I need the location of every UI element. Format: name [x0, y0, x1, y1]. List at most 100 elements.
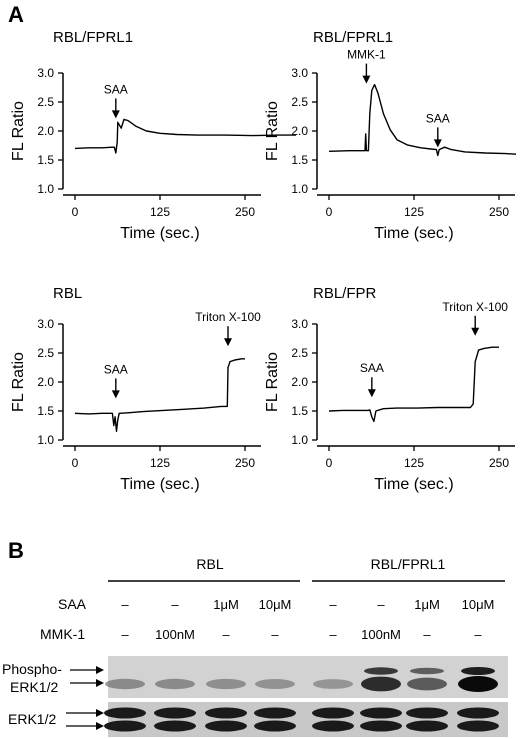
y-axis-label: FL Ratio	[264, 101, 281, 161]
annotation-arrow: SAA	[360, 361, 384, 398]
x-tick-label: 0	[72, 205, 79, 219]
series-trace	[74, 358, 245, 432]
mmk-cell: 100nM	[155, 627, 195, 642]
y-tick-label: 2.5	[37, 346, 54, 360]
phospho-lane-band	[458, 667, 498, 692]
x-tick-label: 250	[235, 205, 255, 219]
erk-lane-band	[254, 707, 296, 732]
saa-cell: –	[121, 597, 129, 612]
total-erk-blot-strip	[108, 702, 508, 737]
x-tick-label: 0	[326, 205, 333, 219]
x-axis-label: Time (sec.)	[374, 225, 453, 242]
x-axis-label: Time (sec.)	[374, 476, 453, 493]
mmk-cell: 100nM	[361, 627, 401, 642]
erk-arrow-lower	[66, 722, 104, 730]
annotation-label: Triton X-100	[442, 300, 508, 314]
saa-row: – – 1μM 10μM – – 1μM 10μM	[121, 597, 494, 612]
phospho-erk-blot-strip	[108, 656, 508, 698]
annotation-label: MMK-1	[347, 48, 386, 62]
y-tick-label: 1.5	[37, 404, 54, 418]
x-tick-label: 125	[404, 456, 424, 470]
annotation-label: Triton X-100	[195, 310, 261, 324]
y-tick-label: 2.0	[37, 124, 54, 138]
chart-title: RBL/FPRL1	[53, 29, 133, 46]
chart-3: RBL 1.0 1.5 2.0 2.5 3.0 FL Ratio 0 125 250 Time (s…	[10, 285, 261, 493]
chart-title: RBL/FPR	[313, 285, 377, 302]
y-tick-label: 1.0	[291, 433, 308, 447]
y-tick-label: 3.0	[291, 66, 308, 80]
phospho-arrow-upper	[70, 666, 104, 674]
erk-lane-band	[205, 707, 247, 732]
annotation-label: SAA	[426, 111, 450, 125]
x-tick-label: 250	[235, 456, 255, 470]
saa-cell: –	[171, 597, 179, 612]
phospho-lane-band	[407, 667, 447, 691]
erk-lane-band	[457, 707, 499, 732]
y-axis-label: FL Ratio	[10, 352, 27, 412]
y-tick-label: 3.0	[291, 317, 308, 331]
saa-row-label: SAA	[58, 596, 87, 612]
series-trace	[328, 346, 499, 423]
x-tick-label: 250	[489, 456, 509, 470]
phospho-lane-band	[313, 679, 353, 689]
y-tick-label: 1.5	[37, 153, 54, 167]
saa-cell: –	[329, 597, 337, 612]
total-erk-bands	[104, 707, 499, 732]
y-tick-label: 1.5	[291, 153, 308, 167]
y-tick-label: 2.0	[291, 375, 308, 389]
panel-b-label: B	[8, 538, 24, 563]
y-tick-label: 2.5	[37, 95, 54, 109]
panel-a-label: A	[8, 2, 24, 27]
erk-lane-band	[154, 707, 196, 732]
y-axis-label: FL Ratio	[264, 352, 281, 412]
annotation-label: SAA	[104, 362, 128, 376]
mmk-cell: –	[423, 627, 431, 642]
phospho-lane-band	[206, 678, 246, 690]
annotation-arrow: SAA	[426, 111, 450, 148]
y-tick-label: 2.0	[37, 375, 54, 389]
mmk-cell: –	[271, 627, 279, 642]
phospho-arrow-lower	[70, 679, 104, 687]
x-axis-label: Time (sec.)	[120, 476, 199, 493]
x-axis-label: Time (sec.)	[120, 225, 199, 242]
panel-b-western-blot: RBL RBL/FPRL1 SAA MMK-1 – – 1μM 10μM – – 1μM 10…	[2, 556, 508, 737]
y-tick-label: 3.0	[37, 66, 54, 80]
mmk-cell: –	[222, 627, 230, 642]
y-tick-label: 3.0	[37, 317, 54, 331]
saa-cell: 1μM	[414, 597, 440, 612]
erk-lane-band	[406, 707, 448, 732]
phospho-label-line1: Phospho-	[2, 661, 62, 677]
group-label-rbl: RBL	[196, 556, 223, 572]
chart-1: RBL/FPRL1 1.0 1.5 2.0 2.5 3.0 FL Ratio 0 125 250 T…	[10, 29, 296, 242]
annotation-label: SAA	[104, 82, 128, 96]
y-tick-label: 2.5	[291, 95, 308, 109]
saa-cell: 10μM	[259, 597, 292, 612]
panel-a-charts: RBL/FPRL1 1.0 1.5 2.0 2.5 3.0 FL Ratio 0 125 250 T…	[10, 29, 517, 493]
chart-title: RBL	[53, 285, 82, 302]
mmk-cell: –	[474, 627, 482, 642]
phospho-erk-bands	[105, 667, 498, 692]
phospho-lane-band	[105, 678, 145, 690]
y-tick-label: 1.5	[291, 404, 308, 418]
x-tick-label: 125	[404, 205, 424, 219]
erk-lane-band	[104, 707, 146, 732]
y-tick-label: 2.5	[291, 346, 308, 360]
phospho-lane-band	[155, 678, 195, 690]
series-trace	[74, 118, 296, 154]
chart-4: RBL/FPR 1.0 1.5 2.0 2.5 3.0 FL Ratio 0 125 250 Tim…	[264, 285, 515, 493]
annotation-arrow: Triton X-100	[442, 300, 508, 336]
x-tick-label: 0	[72, 456, 79, 470]
annotation-arrow: Triton X-100	[195, 310, 261, 347]
phospho-lane-band	[255, 679, 295, 689]
x-tick-label: 125	[150, 456, 170, 470]
erk-lane-band	[360, 707, 402, 732]
group-label-rbl-fprl1: RBL/FPRL1	[371, 556, 446, 572]
mmk-cell: –	[329, 627, 337, 642]
y-axis-label: FL Ratio	[10, 101, 27, 161]
y-tick-label: 2.0	[291, 124, 308, 138]
y-tick-label: 1.0	[37, 182, 54, 196]
saa-cell: 1μM	[213, 597, 239, 612]
annotation-arrow: SAA	[104, 362, 128, 399]
mmk-cell: –	[121, 627, 129, 642]
annotation-arrow: MMK-1	[347, 48, 386, 84]
